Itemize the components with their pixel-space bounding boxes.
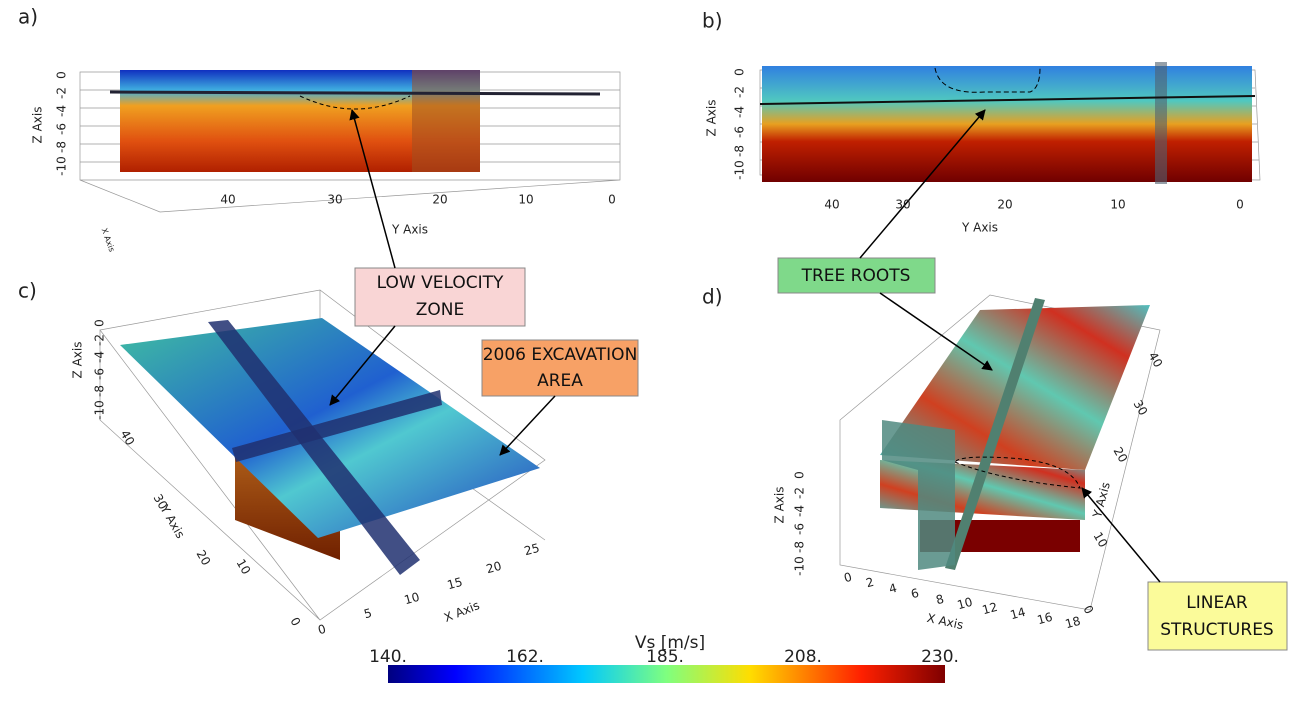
- slice: [412, 70, 480, 172]
- z-tick-label: -10: [733, 160, 747, 180]
- y-tick-label: 0: [608, 193, 616, 207]
- y-tick-label: 0: [1236, 198, 1244, 212]
- panel-label: d): [702, 285, 723, 309]
- y-tick-label: 40: [824, 198, 839, 212]
- y-tick-label: 20: [432, 193, 447, 207]
- colorbar-tick-label: 185.: [646, 647, 684, 667]
- z-tick-label: -4: [793, 505, 807, 517]
- annotations: [330, 110, 1287, 650]
- z-tick-label: -8: [793, 541, 807, 553]
- panel-label: c): [18, 279, 37, 303]
- y-tick-label: 30: [895, 198, 910, 212]
- y-tick-label: 0: [287, 615, 303, 629]
- z-tick-label: -2: [55, 87, 69, 99]
- figure: a)0-2-4-6-8-10Z Axis403020100Y AxisX Axi…: [0, 0, 1296, 710]
- y-tick-label: 40: [118, 428, 138, 448]
- annotation-text: ZONE: [416, 300, 465, 320]
- annotation-text: AREA: [537, 371, 583, 391]
- annotation-text: LOW VELOCITY: [377, 273, 504, 293]
- z-tick-label: -6: [93, 368, 107, 380]
- axis-title: Y Axis: [391, 223, 428, 237]
- axis-title: Y Axis: [157, 502, 188, 541]
- x-tick-label: 20: [485, 559, 503, 576]
- z-tick-label: 0: [55, 71, 69, 79]
- y-tick-label: 10: [1091, 530, 1111, 550]
- x-tick-label: 18: [1064, 614, 1082, 631]
- axis-title: X Axis: [442, 598, 481, 625]
- axis-title: Y Axis: [1090, 481, 1113, 520]
- axis-title: X Axis: [100, 227, 117, 253]
- axis-title: Z Axis: [71, 342, 85, 379]
- axis-title: X Axis: [926, 611, 965, 632]
- axis-title: Z Axis: [705, 100, 719, 137]
- z-tick-label: 0: [93, 319, 107, 327]
- y-tick-label: 10: [518, 193, 533, 207]
- z-tick-label: -8: [733, 145, 747, 157]
- x-tick-label: 14: [1009, 605, 1027, 622]
- colorbar: [388, 665, 945, 683]
- panel-label: b): [702, 9, 723, 33]
- x-tick-label: 0: [316, 622, 327, 638]
- z-tick-label: -6: [733, 126, 747, 138]
- x-tick-label: 8: [934, 592, 945, 608]
- panel-a-plot: [80, 70, 620, 212]
- x-tick-label: 10: [403, 590, 421, 607]
- z-tick-label: -2: [793, 487, 807, 499]
- z-tick-label: -4: [733, 106, 747, 118]
- y-tick-label: 30: [1131, 398, 1151, 418]
- x-tick-label: 5: [362, 606, 373, 622]
- z-tick-label: 0: [733, 68, 747, 76]
- axis-title: Z Axis: [773, 487, 787, 524]
- colorbar-tick-label: 140.: [369, 647, 407, 667]
- z-tick-label: -6: [793, 523, 807, 535]
- colorbar-tick-label: 230.: [921, 647, 959, 667]
- annotation-text: 2006 EXCAVATION: [483, 345, 638, 365]
- x-tick-label: 2: [864, 575, 875, 591]
- x-tick-label: 12: [981, 600, 999, 617]
- z-tick-label: -10: [93, 400, 107, 420]
- axis-title: Z Axis: [31, 107, 45, 144]
- y-tick-label: 10: [1110, 198, 1125, 212]
- section: [762, 66, 1252, 182]
- panel-b-plot: [760, 62, 1260, 184]
- x-tick-label: 25: [523, 541, 541, 558]
- z-tick-label: -4: [93, 351, 107, 363]
- y-tick-label: 20: [194, 548, 214, 568]
- z-tick-label: -4: [55, 105, 69, 117]
- y-tick-label: 20: [997, 198, 1012, 212]
- z-tick-label: -6: [55, 123, 69, 135]
- x-tick-label: 15: [446, 575, 464, 592]
- x-tick-label: 0: [842, 570, 853, 586]
- panel-label: a): [18, 5, 38, 29]
- x-tick-label: 4: [887, 581, 898, 597]
- z-tick-label: -10: [55, 156, 69, 176]
- panel-c-plot: [100, 290, 545, 620]
- z-tick-label: -2: [733, 86, 747, 98]
- x-tick-label: 16: [1036, 610, 1054, 627]
- y-tick-label: 0: [1080, 603, 1096, 617]
- z-tick-label: -2: [93, 334, 107, 346]
- annotation-text: TREE ROOTS: [801, 266, 911, 286]
- colorbar-tick-label: 208.: [784, 647, 822, 667]
- y-tick-label: 40: [220, 193, 235, 207]
- slice: [1155, 62, 1167, 184]
- z-tick-label: -10: [793, 556, 807, 576]
- annotation-text: STRUCTURES: [1160, 620, 1273, 640]
- z-tick-label: 0: [793, 471, 807, 479]
- colorbar-tick-label: 162.: [506, 647, 544, 667]
- x-tick-label: 6: [909, 586, 920, 602]
- x-tick-label: 10: [956, 595, 974, 612]
- y-tick-label: 40: [1146, 350, 1166, 370]
- z-tick-label: -8: [93, 385, 107, 397]
- y-tick-label: 10: [234, 557, 254, 577]
- y-tick-label: 30: [327, 193, 342, 207]
- axis-title: Y Axis: [961, 221, 998, 235]
- z-tick-label: -8: [55, 141, 69, 153]
- annotation-text: LINEAR: [1186, 593, 1248, 613]
- plane: [110, 92, 600, 94]
